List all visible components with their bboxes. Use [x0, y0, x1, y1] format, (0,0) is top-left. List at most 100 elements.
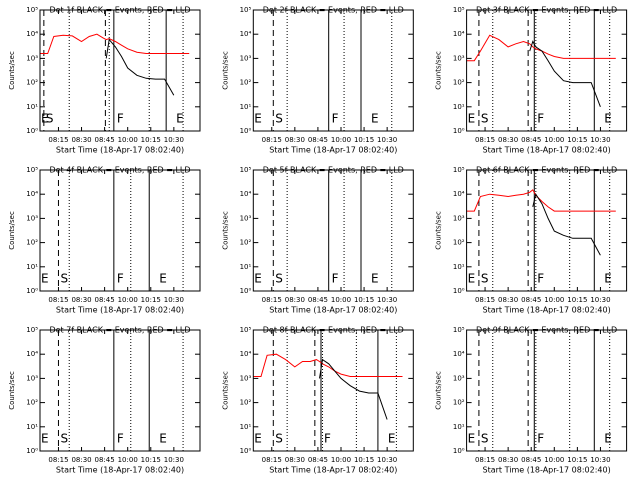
y-tick-label: 10⁰ [240, 127, 252, 135]
annotation: F [117, 272, 124, 286]
chart-title: Det 8f BLACK = Events, RED = LLD [263, 326, 404, 335]
y-tick-label: 10⁰ [26, 447, 38, 455]
x-tick-label: 10:00 [544, 296, 564, 304]
x-tick-label: 10:15 [354, 296, 374, 304]
y-tick-label: 10¹ [240, 423, 252, 431]
y-tick-label: 10¹ [26, 103, 38, 111]
plot-frame [466, 169, 628, 292]
y-tick-label: 10² [26, 79, 38, 87]
y-tick-label: 10³ [240, 54, 252, 62]
panel: 08:15 08:30 08:45 10:00 10:15 10:30 10⁰ 10¹ 10² 1… [221, 326, 414, 475]
annotation: S [275, 112, 283, 126]
series-line [466, 189, 616, 212]
y-tick-label: 10⁰ [240, 447, 252, 455]
y-tick-label: 10³ [453, 214, 465, 222]
series-line [319, 358, 388, 420]
panel: 08:15 08:30 08:45 10:00 10:15 10:30 10⁰ 10¹ 10² 1… [221, 166, 414, 315]
y-tick-label: 10⁰ [453, 447, 465, 455]
x-axis-label: Start Time (18-Apr-17 08:02:40) [269, 466, 397, 475]
x-tick-label: 10:00 [118, 136, 138, 144]
y-tick-label: 10² [453, 79, 465, 87]
x-tick-label: 10:00 [331, 136, 351, 144]
x-tick-label: 08:45 [308, 456, 328, 464]
annotation: F [324, 432, 331, 446]
annotation: E [604, 432, 612, 446]
x-tick-label: 10:30 [377, 456, 397, 464]
annotation: E [468, 272, 476, 286]
annotation: F [117, 432, 124, 446]
y-tick-label: 10¹ [240, 263, 252, 271]
x-tick-label: 08:15 [48, 456, 68, 464]
annotation: F [537, 112, 544, 126]
y-tick-label: 10³ [240, 214, 252, 222]
x-tick-label: 10:15 [567, 136, 587, 144]
annotation: F [117, 112, 124, 126]
x-tick-label: 10:30 [377, 296, 397, 304]
y-tick-label: 10² [240, 79, 252, 87]
x-tick-label: 08:30 [71, 296, 91, 304]
chart-title: Det 2f BLACK = Events, RED = LLD [263, 6, 404, 15]
chart-title: Det 1f BLACK = Events, RED = LLD [49, 6, 190, 15]
x-tick-label: 10:30 [164, 296, 184, 304]
y-axis-label: Counts/sec [8, 211, 16, 250]
y-axis-label: Counts/sec [8, 371, 16, 410]
x-axis-label: Start Time (18-Apr-17 08:02:40) [269, 306, 397, 315]
x-tick-label: 10:15 [141, 136, 161, 144]
y-tick-label: 10² [240, 399, 252, 407]
y-tick-label: 10⁵ [240, 166, 252, 174]
chart-title: Det 3f BLACK = Events, RED = LLD [476, 6, 617, 15]
y-tick-label: 10² [453, 399, 465, 407]
x-tick-label: 08:15 [475, 456, 495, 464]
y-tick-label: 10⁰ [240, 287, 252, 295]
chart-title: Det 9f BLACK = Events, RED = LLD [476, 326, 617, 335]
x-tick-label: 10:15 [567, 456, 587, 464]
chart-title: Det 7f BLACK = Events, RED = LLD [49, 326, 190, 335]
y-axis-label: Counts/sec [435, 371, 443, 410]
y-tick-label: 10³ [453, 54, 465, 62]
x-axis-label: Start Time (18-Apr-17 08:02:40) [56, 466, 184, 475]
x-tick-label: 08:30 [285, 456, 305, 464]
annotation: S [60, 272, 68, 286]
x-tick-label: 08:30 [498, 456, 518, 464]
y-tick-label: 10¹ [240, 103, 252, 111]
y-tick-label: 10⁵ [26, 6, 38, 14]
annotation: S [481, 432, 489, 446]
annotation: S [481, 272, 489, 286]
series-line [253, 353, 403, 377]
chart-title: Det 4f BLACK = Events, RED = LLD [49, 166, 190, 175]
x-axis-label: Start Time (18-Apr-17 08:02:40) [56, 306, 184, 315]
x-tick-label: 10:00 [331, 456, 351, 464]
y-axis-label: Counts/sec [221, 371, 229, 410]
annotation: E [254, 432, 262, 446]
x-tick-label: 10:30 [377, 136, 397, 144]
x-tick-label: 10:15 [354, 456, 374, 464]
plot-frame [39, 9, 201, 132]
annotation: S [60, 432, 68, 446]
x-tick-label: 08:45 [308, 296, 328, 304]
plot-frame [252, 329, 414, 452]
x-tick-label: 10:00 [331, 296, 351, 304]
x-tick-label: 10:00 [118, 296, 138, 304]
x-axis-label: Start Time (18-Apr-17 08:02:40) [482, 306, 610, 315]
y-tick-label: 10⁴ [453, 190, 465, 198]
series-line [40, 33, 190, 54]
annotation: E [159, 272, 167, 286]
annotation: E [159, 432, 167, 446]
x-axis-label: Start Time (18-Apr-17 08:02:40) [269, 146, 397, 155]
y-tick-label: 10⁴ [240, 350, 252, 358]
y-tick-label: 10³ [26, 54, 38, 62]
plot-frame [466, 329, 628, 452]
y-tick-label: 10¹ [26, 263, 38, 271]
annotation: E [604, 272, 612, 286]
x-tick-label: 08:45 [521, 296, 541, 304]
annotation: E [254, 112, 262, 126]
x-axis-label: Start Time (18-Apr-17 08:02:40) [56, 146, 184, 155]
y-tick-label: 10⁴ [240, 30, 252, 38]
chart-title: Det 5f BLACK = Events, RED = LLD [263, 166, 404, 175]
y-tick-label: 10² [26, 239, 38, 247]
y-tick-label: 10⁵ [240, 326, 252, 334]
x-tick-label: 10:15 [567, 296, 587, 304]
x-tick-label: 08:15 [475, 296, 495, 304]
y-tick-label: 10² [26, 399, 38, 407]
